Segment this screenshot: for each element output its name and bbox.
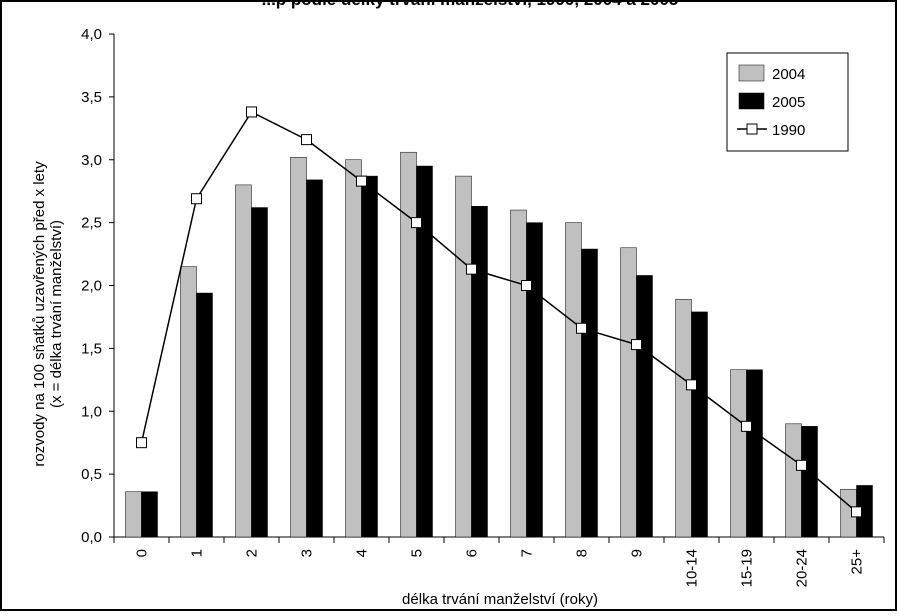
bar-2004 [730,369,747,538]
bar-2005 [251,207,268,538]
bar-2004 [510,209,527,538]
x-tick-label: 3 [299,549,316,557]
bar-2005 [746,369,763,538]
bar-2004 [565,222,582,538]
y-axis-title-line1: rozvody na 100 sňatků uzavřených před x … [31,161,48,467]
x-tick-label: 2 [244,549,261,557]
bar-2004 [455,175,472,538]
line-series-layer [136,106,862,518]
bar-2005 [361,175,378,538]
y-tick-label: 1,0 [81,403,102,420]
y-tick-label: 0,0 [81,529,102,546]
legend-label-2005: 2005 [772,94,805,111]
bar-2004 [400,151,417,538]
point-1990 [796,459,807,471]
y-tick-label: 2,5 [81,215,102,232]
x-tick-label: 15-19 [739,549,756,587]
x-tick-label: 0 [134,549,151,557]
x-tick-label: 25+ [849,549,866,575]
y-tick-label: 1,5 [81,340,102,357]
bars-layer [125,151,873,538]
y-axis-title-line2: (x = délka trvání manželství) [48,220,65,408]
x-tick-label: 8 [574,549,591,557]
legend-marker-1990 [746,123,758,135]
bar-2004 [675,299,692,538]
bar-2005 [801,426,818,538]
y-tick-label: 0,5 [81,466,102,483]
y-tick-label: 3,5 [81,89,102,106]
bar-2005 [471,206,488,538]
x-tick-label: 6 [464,549,481,557]
line-1990 [140,110,857,513]
bar-2005 [196,292,213,538]
point-1990 [411,217,422,229]
bar-2005 [306,179,323,538]
legend-swatch-2004 [738,64,765,82]
x-tick-label: 20-24 [794,549,811,587]
x-tick-label: 7 [519,549,536,557]
point-1990 [191,193,202,205]
point-1990 [521,280,532,291]
y-tick-label: 2,0 [81,278,102,295]
legend-label-2004: 2004 [772,66,805,83]
x-tick-label: 5 [409,549,426,557]
y-axis-title-group: rozvody na 100 sňatků uzavřených před x … [31,161,65,467]
bar-2004 [180,266,197,538]
legend-label-1990: 1990 [772,122,805,139]
point-1990 [576,322,587,334]
legend: 2004 2005 1990 [726,52,849,152]
chart-title: ...p podle délky trvání manželství, 1990… [262,0,679,9]
bar-2004 [290,156,307,538]
point-1990 [851,506,862,518]
bar-2005 [416,165,433,538]
point-1990 [136,437,147,449]
point-1990 [686,379,697,391]
x-tick-label: 1 [189,549,206,557]
point-1990 [301,134,312,146]
y-tick-label: 3,0 [81,152,102,169]
bar-2004 [785,423,802,538]
point-1990 [631,339,642,351]
x-tick-label: 4 [354,549,371,557]
bar-2005 [526,222,543,538]
bar-2005 [141,491,158,538]
bar-2004 [620,247,637,538]
y-axis: 0,0 0,5 1,0 1,5 2,0 2,5 3,0 3,5 4,0 [81,26,115,546]
x-tick-label: 9 [629,549,646,557]
bar-2005 [636,275,653,538]
bar-2005 [581,248,598,538]
point-1990 [466,263,477,275]
bar-2004 [125,491,142,538]
x-tick-label: 10-14 [684,549,701,587]
x-axis-title: délka trvání manželství (roky) [402,591,598,608]
point-1990 [356,175,367,187]
point-1990 [246,106,257,118]
bar-2005 [691,311,708,538]
legend-swatch-2005 [738,92,765,110]
point-1990 [741,420,752,432]
bar-2004 [235,184,252,538]
bar-2004 [345,159,362,538]
y-tick-label: 4,0 [81,26,102,43]
